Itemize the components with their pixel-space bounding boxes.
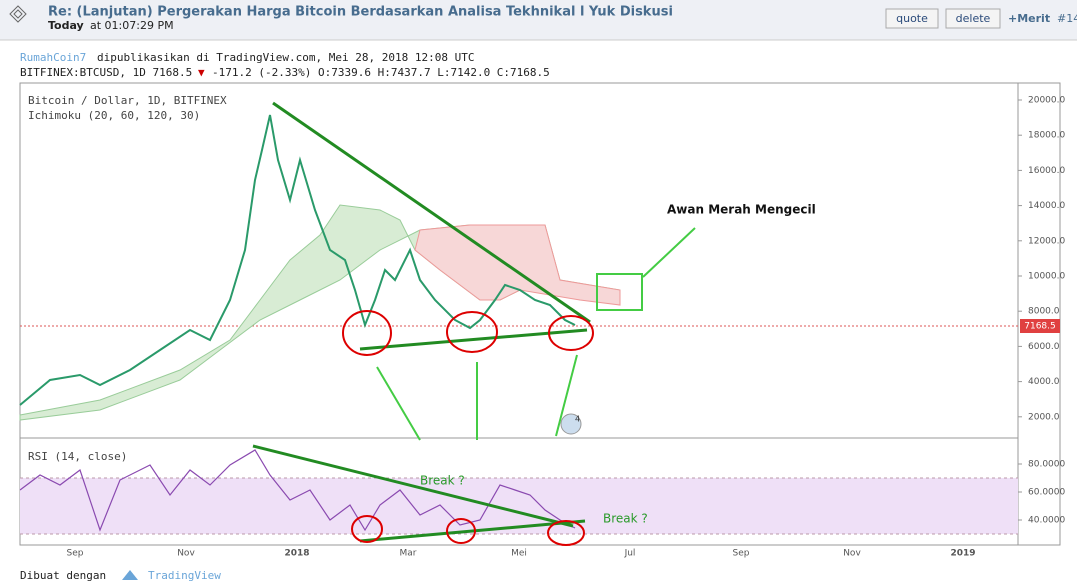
footer-brand[interactable]: TradingView bbox=[148, 569, 221, 582]
post-icon bbox=[9, 5, 27, 23]
delete-label[interactable]: delete bbox=[956, 12, 991, 25]
rsi-label: 60.0000 bbox=[1028, 488, 1065, 498]
quote-button[interactable] bbox=[885, 8, 939, 29]
arrow bbox=[555, 354, 578, 437]
time-label: 2019 bbox=[950, 549, 975, 559]
rsi-band bbox=[20, 478, 1018, 534]
time-label: Today bbox=[48, 19, 84, 32]
price-label: 6000.0 bbox=[1028, 342, 1060, 352]
price-label: 8000.0 bbox=[1028, 307, 1060, 317]
price-label: 12000.0 bbox=[1028, 236, 1065, 246]
change: -171.2 (-2.33%) bbox=[212, 66, 311, 79]
ichimoku-cloud-red bbox=[414, 224, 621, 306]
circle bbox=[548, 315, 594, 351]
post-number[interactable]: #14 bbox=[1057, 12, 1077, 25]
annotation: Break ? bbox=[603, 512, 648, 526]
annotation: Break ? bbox=[420, 474, 465, 488]
post-title[interactable]: Re: (Lanjutan) Pergerakan Harga Bitcoin … bbox=[48, 5, 673, 20]
price-label: 2000.0 bbox=[1028, 412, 1060, 422]
rsi-trend-line bbox=[252, 444, 574, 528]
time-label: Mei bbox=[511, 549, 527, 559]
merit[interactable]: +Merit bbox=[1008, 12, 1050, 25]
rsi-line bbox=[19, 449, 576, 532]
price-label: 10000.0 bbox=[1028, 272, 1065, 282]
legend: Bitcoin / Dollar, 1D, BITFINEX bbox=[28, 94, 227, 107]
author[interactable]: RumahCoin7 bbox=[20, 51, 86, 64]
circle bbox=[446, 311, 498, 353]
rsi-support-line bbox=[359, 519, 586, 543]
last-price: 7168.5 bbox=[1024, 322, 1056, 332]
price-label: 4000.0 bbox=[1028, 377, 1060, 387]
rsi-axis: 80.0000 60.0000 40.0000 bbox=[1018, 460, 1065, 526]
brand-icon bbox=[122, 570, 138, 580]
circle bbox=[547, 520, 585, 546]
time-label: 2018 bbox=[284, 549, 309, 559]
time-label: Mar bbox=[400, 549, 417, 559]
delete-button[interactable] bbox=[945, 8, 1001, 29]
circle bbox=[342, 310, 392, 356]
price-axis: 20000.0 18000.0 16000.0 14000.0 12000.0 10000… bbox=[1018, 96, 1065, 422]
price-label: 18000.0 bbox=[1028, 131, 1065, 141]
ohlc: O:7339.6 H:7437.7 L:7142.0 C:7168.5 bbox=[318, 66, 550, 79]
rsi-label: 40.0000 bbox=[1028, 516, 1065, 526]
arrow bbox=[376, 366, 421, 441]
price-label: 14000.0 bbox=[1028, 201, 1065, 211]
time-label: Sep bbox=[67, 549, 84, 559]
annotation: Awan Merah Mengecil bbox=[667, 203, 816, 217]
time: at 01:07:29 PM bbox=[90, 19, 174, 32]
badge[interactable] bbox=[560, 413, 582, 435]
symbol: BITFINEX:BTCUSD, 1D 7168.5 bbox=[20, 66, 192, 79]
rsi-label: 80.0000 bbox=[1028, 460, 1065, 470]
time-label: Nov bbox=[843, 549, 861, 559]
price-label: 16000.0 bbox=[1028, 166, 1065, 176]
down-arrow: ▼ bbox=[198, 66, 205, 79]
last-price-box bbox=[1020, 319, 1060, 333]
circle bbox=[446, 518, 476, 544]
price-line bbox=[19, 114, 576, 406]
highlight-box bbox=[596, 273, 643, 311]
rsi-legend: RSI (14, close) bbox=[28, 450, 127, 463]
published: dipublikasikan di TradingView.com, Mei 2… bbox=[97, 51, 475, 64]
time-label: Sep bbox=[733, 549, 750, 559]
footer-text: Dibuat dengan bbox=[20, 569, 106, 582]
trend-line bbox=[272, 101, 591, 324]
price-label: 20000.0 bbox=[1028, 96, 1065, 106]
badge-count: 4 bbox=[575, 415, 580, 424]
time-axis: Sep Nov 2018 Mar Mei Jul Sep Nov 2019 bbox=[67, 549, 976, 559]
circle bbox=[351, 515, 383, 543]
quote-label[interactable]: quote bbox=[896, 12, 928, 25]
arrow bbox=[642, 227, 696, 278]
time-label: Nov bbox=[177, 549, 195, 559]
time-label: Jul bbox=[624, 549, 636, 559]
chart-frame bbox=[19, 82, 1061, 546]
legend: Ichimoku (20, 60, 120, 30) bbox=[28, 109, 200, 122]
